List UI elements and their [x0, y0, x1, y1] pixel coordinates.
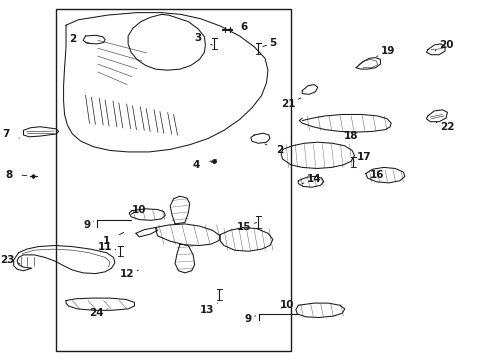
- Text: 9: 9: [83, 220, 93, 230]
- Text: 9: 9: [244, 314, 255, 324]
- Text: 5: 5: [262, 38, 276, 48]
- Text: 6: 6: [228, 22, 247, 32]
- Text: 22: 22: [435, 122, 453, 132]
- Text: 2: 2: [69, 34, 89, 44]
- Text: 18: 18: [343, 131, 358, 141]
- Text: 4: 4: [192, 160, 211, 170]
- Text: 10: 10: [280, 300, 294, 310]
- Text: 14: 14: [302, 174, 321, 184]
- Text: 24: 24: [89, 308, 107, 318]
- Text: 20: 20: [434, 40, 452, 50]
- Bar: [56, 9, 290, 351]
- Text: 3: 3: [194, 33, 212, 45]
- Text: 8: 8: [5, 170, 26, 180]
- Text: 12: 12: [120, 269, 138, 279]
- Text: 7: 7: [2, 129, 20, 139]
- Text: 21: 21: [281, 98, 300, 109]
- Text: 15: 15: [237, 222, 256, 232]
- Text: 13: 13: [200, 303, 217, 315]
- Text: 17: 17: [353, 152, 371, 162]
- Text: 2: 2: [264, 144, 283, 156]
- Text: 11: 11: [98, 242, 116, 252]
- Text: 16: 16: [369, 170, 384, 180]
- Text: 19: 19: [376, 46, 394, 57]
- Text: 23: 23: [0, 255, 20, 265]
- Text: 1: 1: [103, 233, 123, 246]
- Text: 10: 10: [131, 204, 146, 215]
